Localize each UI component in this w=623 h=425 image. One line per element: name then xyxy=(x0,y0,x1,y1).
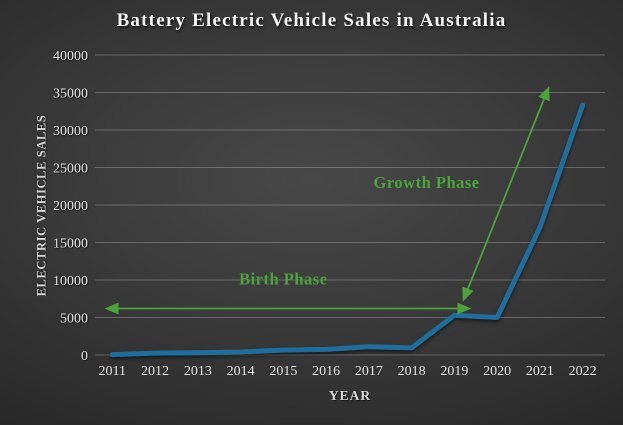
y-tick-label: 5000 xyxy=(60,312,88,327)
y-tick-label: 40000 xyxy=(53,49,88,64)
y-tick-label: 15000 xyxy=(53,237,88,252)
y-tick-label: 10000 xyxy=(53,274,88,289)
sales-line xyxy=(109,102,586,358)
x-tick-label: 2011 xyxy=(99,364,126,379)
birth-phase-label: Birth Phase xyxy=(239,270,327,289)
x-tick-label: 2012 xyxy=(141,364,169,379)
x-tick-label: 2022 xyxy=(569,364,597,379)
chart-title: Battery Electric Vehicle Sales in Austra… xyxy=(116,10,507,31)
y-tick-label: 35000 xyxy=(53,87,88,102)
x-tick-label: 2018 xyxy=(398,364,426,379)
y-tick-labels: 0 5000 10000 15000 20000 25000 30000 35000 40000 xyxy=(53,49,88,364)
x-tick-label: 2017 xyxy=(355,364,383,379)
x-tick-label: 2020 xyxy=(483,364,511,379)
gridlines xyxy=(95,54,605,356)
x-tick-label: 2013 xyxy=(184,364,212,379)
growth-phase-arrow xyxy=(462,86,550,302)
x-tick-label: 2014 xyxy=(227,364,255,379)
y-tick-label: 30000 xyxy=(53,124,88,139)
x-tick-label: 2021 xyxy=(526,364,554,379)
y-tick-label: 25000 xyxy=(53,162,88,177)
x-axis-title: YEAR xyxy=(328,388,372,403)
x-tick-label: 2016 xyxy=(312,364,340,379)
y-tick-label: 20000 xyxy=(53,199,88,214)
annotations: Birth Phase Growth Phase xyxy=(104,86,550,315)
y-tick-label: 0 xyxy=(81,349,88,364)
growth-phase-label: Growth Phase xyxy=(374,173,480,192)
x-tick-label: 2015 xyxy=(269,364,297,379)
x-tick-labels: 2011 2012 2013 2014 2015 2016 2017 2018 2019 2020… xyxy=(99,364,597,379)
x-tick-label: 2019 xyxy=(440,364,468,379)
